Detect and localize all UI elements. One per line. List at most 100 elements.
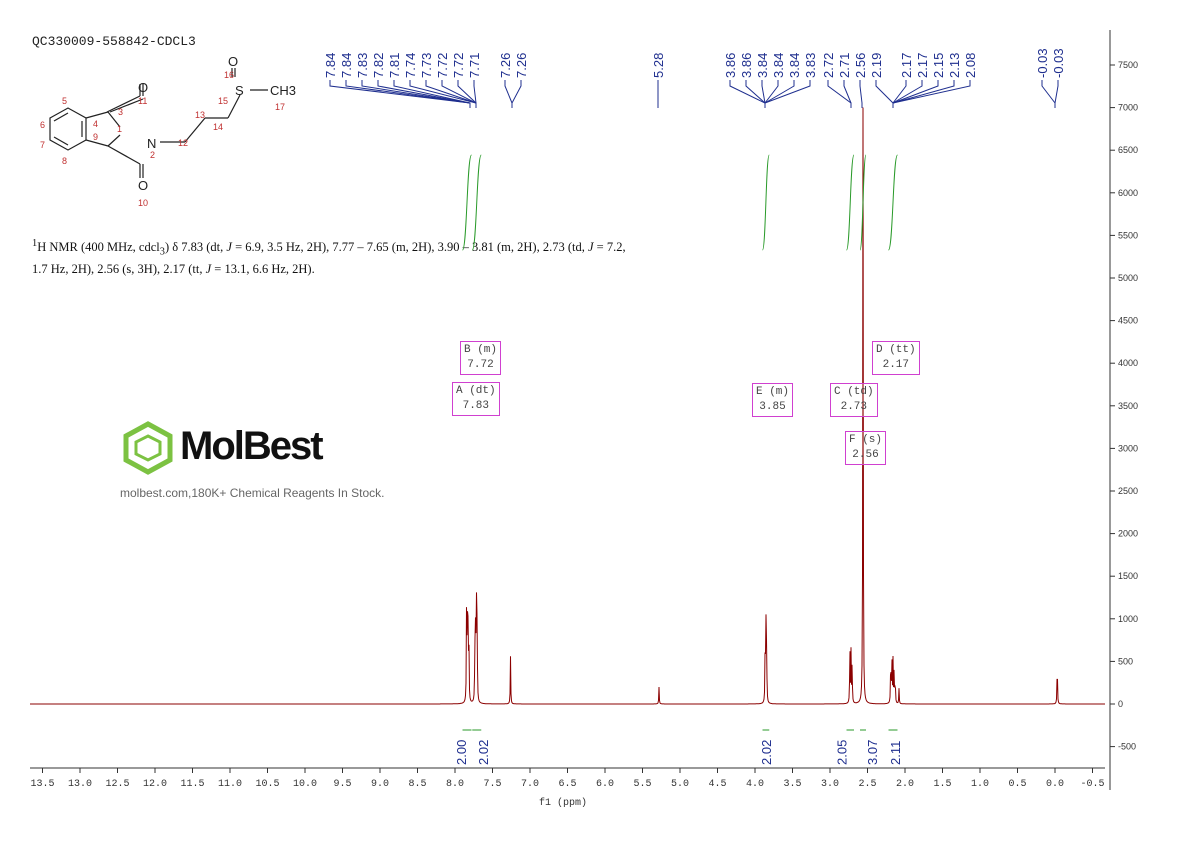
y-tick-label: 2000 — [1118, 529, 1138, 539]
peak-label: 7.72 — [435, 53, 450, 78]
atom-number: 13 — [195, 110, 205, 120]
peak-label-connector — [875, 80, 894, 108]
watermark-tagline: molbest.com,180K+ Chemical Reagents In S… — [120, 486, 385, 500]
x-tick-label: 9.5 — [333, 779, 351, 790]
x-tick-label: 1.0 — [971, 779, 989, 790]
x-tick-label: 0.0 — [1046, 779, 1064, 790]
multiplet-box: D (tt) 2.17 — [872, 341, 920, 375]
x-tick-label: 3.0 — [821, 779, 839, 790]
y-tick-label: 7500 — [1118, 60, 1138, 70]
x-tick-label: 12.0 — [143, 779, 167, 790]
peak-label-connector — [764, 80, 779, 108]
atom-number: 9 — [93, 132, 98, 142]
multiplet-box: C (td) 2.73 — [830, 383, 878, 417]
y-tick-label: 500 — [1118, 656, 1133, 666]
atom-number: 7 — [40, 140, 45, 150]
multiplet-box: E (m) 3.85 — [752, 383, 794, 417]
x-tick-label: 8.0 — [446, 779, 464, 790]
multiplet-shift: 2.56 — [852, 449, 879, 461]
peak-label: 7.84 — [339, 53, 354, 78]
peak-label-connector — [764, 80, 811, 108]
peak-label-connector — [473, 80, 477, 108]
atom-number: 4 — [93, 119, 98, 129]
peak-label: 7.73 — [419, 53, 434, 78]
multiplet-label: D (tt) — [876, 344, 916, 356]
peak-label-connector — [1054, 80, 1059, 108]
multiplet-label: E (m) — [756, 386, 790, 398]
atom-ch3: CH3 — [270, 83, 296, 98]
atom-number: 10 — [138, 198, 148, 208]
multiplet-label: C (td) — [834, 386, 874, 398]
atom-number: 15 — [218, 96, 228, 106]
peak-label: 2.13 — [947, 53, 962, 78]
peak-label: -0.03 — [1035, 48, 1050, 78]
y-tick-label: 3500 — [1118, 401, 1138, 411]
x-tick-label: 9.0 — [371, 779, 389, 790]
peak-label: 2.17 — [915, 53, 930, 78]
peak-label-connector — [457, 80, 477, 108]
integral-value: 2.00 — [454, 740, 469, 765]
molbest-logo-icon — [123, 421, 173, 475]
x-tick-label: 6.0 — [596, 779, 614, 790]
atom-number: 17 — [275, 102, 285, 112]
multiplet-label: F (s) — [849, 434, 883, 446]
multiplet-label: B (m) — [464, 344, 498, 356]
peak-label: 2.17 — [899, 53, 914, 78]
y-tick-label: 5000 — [1118, 273, 1138, 283]
atom-s: S — [235, 83, 244, 98]
x-tick-label: 5.5 — [633, 779, 651, 790]
y-tick-label: 6500 — [1118, 145, 1138, 155]
peak-label: 2.56 — [853, 53, 868, 78]
multiplet-shift: 3.85 — [759, 401, 786, 413]
x-tick-label: 11.0 — [218, 779, 242, 790]
peak-label-connector — [859, 80, 863, 108]
atom-number: 2 — [150, 150, 155, 160]
x-axis-label: f1 (ppm) — [539, 797, 587, 809]
peak-label: 3.84 — [755, 53, 770, 78]
x-tick-label: 0.5 — [1008, 779, 1026, 790]
x-tick-label: 2.5 — [858, 779, 876, 790]
peak-label: 3.86 — [723, 53, 738, 78]
atom-number: 8 — [62, 156, 67, 166]
peak-label: 3.86 — [739, 53, 754, 78]
peak-label: 3.84 — [787, 53, 802, 78]
integral-curve — [471, 154, 482, 251]
atom-number: 16 — [224, 70, 234, 80]
y-tick-label: -500 — [1118, 742, 1136, 752]
peak-label-connector — [892, 80, 955, 108]
atom-number: 11 — [138, 96, 147, 106]
x-tick-label: -0.5 — [1080, 779, 1104, 790]
peak-label-connector — [1041, 80, 1056, 108]
multiplet-label: A (dt) — [456, 385, 496, 397]
x-tick-label: 8.5 — [408, 779, 426, 790]
peak-label: 7.81 — [387, 53, 402, 78]
x-tick-label: 1.5 — [933, 779, 951, 790]
peak-label-connector — [892, 80, 907, 108]
x-tick-label: 13.0 — [68, 779, 92, 790]
integral-value: 2.02 — [476, 740, 491, 765]
y-tick-label: 6000 — [1118, 188, 1138, 198]
watermark: MolBest molbest.com,180K+ Chemical Reage… — [120, 420, 450, 510]
peak-label: 2.19 — [869, 53, 884, 78]
peak-label-connector — [504, 80, 513, 108]
peak-label-connector — [425, 80, 477, 108]
x-tick-label: 6.5 — [558, 779, 576, 790]
multiplet-shift: 2.73 — [840, 401, 867, 413]
x-tick-label: 7.0 — [521, 779, 539, 790]
y-tick-label: 4000 — [1118, 358, 1138, 368]
peak-label: 2.15 — [931, 53, 946, 78]
atom-o10: O — [138, 178, 148, 193]
peak-label-connector — [441, 80, 477, 108]
peak-label: 7.84 — [323, 53, 338, 78]
peak-label: -0.03 — [1051, 48, 1066, 78]
atom-o11: O — [138, 80, 148, 95]
x-tick-label: 7.5 — [483, 779, 501, 790]
peak-label: 7.72 — [451, 53, 466, 78]
watermark-brand: MolBest — [180, 424, 324, 468]
integral-curve — [462, 154, 472, 251]
x-tick-label: 11.5 — [180, 779, 204, 790]
integral-value: 2.02 — [759, 740, 774, 765]
peak-label-connector — [511, 80, 522, 108]
